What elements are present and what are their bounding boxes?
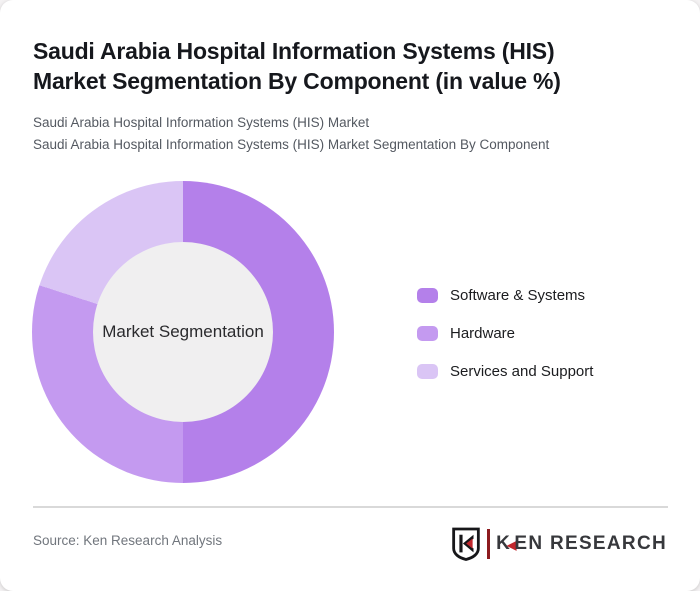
logo-wordmark: K ◀ EN RESEARCH [496, 533, 667, 555]
legend-label-services-support: Services and Support [450, 363, 594, 380]
legend-label-software-systems: Software & Systems [450, 287, 586, 304]
legend-item-hardware: Hardware [417, 325, 593, 342]
legend-swatch-software-systems [417, 288, 438, 303]
subtitle-line-1: Saudi Arabia Hospital Information System… [33, 115, 370, 130]
subtitle-block: Saudi Arabia Hospital Information System… [33, 112, 549, 156]
page-title: Saudi Arabia Hospital Information System… [33, 36, 561, 96]
logo-text-k: K [496, 533, 512, 554]
legend-swatch-services-support [417, 364, 438, 379]
source-text: Source: Ken Research Analysis [33, 533, 223, 548]
ken-research-shield-icon [452, 527, 480, 561]
donut-chart: Market Segmentation [32, 181, 334, 483]
donut-hole: Market Segmentation [93, 242, 273, 422]
logo-k-arrow-icon: ◀ [507, 537, 517, 552]
ken-research-logo: K ◀ EN RESEARCH [451, 526, 667, 562]
logo-text-rest: EN RESEARCH [514, 533, 667, 554]
legend-item-software-systems: Software & Systems [417, 287, 593, 304]
legend-item-services-support: Services and Support [417, 363, 593, 380]
legend-swatch-hardware [417, 326, 438, 341]
legend-label-hardware: Hardware [450, 325, 516, 342]
title-line-1: Saudi Arabia Hospital Information System… [33, 38, 555, 64]
subtitle-line-2: Saudi Arabia Hospital Information System… [33, 137, 550, 152]
logo-separator-bar [487, 529, 491, 559]
donut-center-label: Market Segmentation [102, 322, 264, 341]
footer-divider [33, 506, 668, 508]
title-line-2: Market Segmentation By Component (in val… [33, 68, 561, 94]
legend: Software & Systems Hardware Services and… [417, 287, 593, 380]
